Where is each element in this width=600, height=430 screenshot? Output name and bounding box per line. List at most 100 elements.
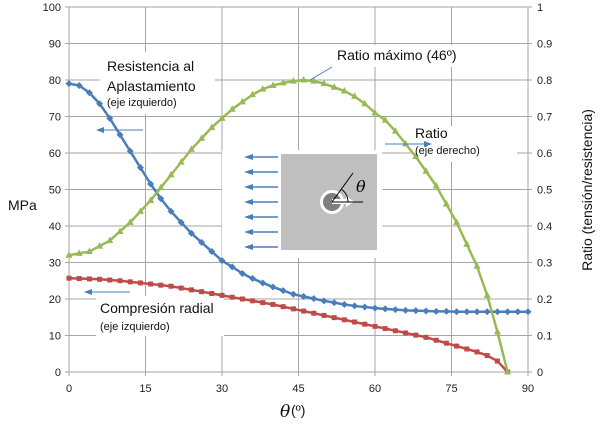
data-point xyxy=(136,207,144,214)
data-point xyxy=(209,291,215,297)
data-point xyxy=(280,304,286,310)
data-point xyxy=(381,116,389,123)
data-point xyxy=(290,306,296,312)
data-point xyxy=(66,275,72,281)
data-point xyxy=(106,236,114,244)
data-point xyxy=(372,323,378,329)
data-point xyxy=(65,80,73,88)
data-point xyxy=(218,114,226,121)
data-point xyxy=(442,200,450,207)
data-point xyxy=(413,332,419,338)
x-tick-label: 75 xyxy=(445,383,457,395)
data-point xyxy=(289,290,297,298)
data-point xyxy=(311,310,317,316)
data-point xyxy=(402,139,410,147)
data-point xyxy=(422,307,430,315)
label-resistencia-sub: (eje izquierdo) xyxy=(107,97,177,109)
y-axis-left-title: MPa xyxy=(8,197,37,213)
y-left-tick-label: 40 xyxy=(49,221,61,233)
data-point xyxy=(279,78,287,86)
data-point xyxy=(107,277,113,283)
annotation-arrows xyxy=(84,66,432,295)
data-point xyxy=(391,306,399,314)
data-point xyxy=(352,319,358,325)
data-point xyxy=(453,218,461,225)
data-point xyxy=(391,127,399,134)
data-point xyxy=(259,85,267,92)
y-right-tick-label: 0.8 xyxy=(537,75,552,87)
data-point xyxy=(289,77,297,84)
data-point xyxy=(463,308,471,316)
data-point xyxy=(86,276,92,282)
data-point xyxy=(504,368,512,375)
data-point xyxy=(117,278,123,284)
data-point xyxy=(157,195,165,203)
data-point xyxy=(126,218,134,225)
data-point xyxy=(330,299,338,307)
data-point xyxy=(330,83,338,90)
data-point xyxy=(199,289,205,295)
data-point xyxy=(167,170,175,178)
data-point xyxy=(177,158,185,165)
data-point xyxy=(157,183,165,191)
data-point xyxy=(147,180,155,188)
data-point xyxy=(85,89,93,97)
data-point xyxy=(168,283,174,289)
data-point xyxy=(96,242,104,249)
data-point xyxy=(432,181,440,189)
data-point xyxy=(443,340,449,346)
series-compresión-radial xyxy=(66,275,511,375)
y-right-tick-label: 1 xyxy=(537,2,543,14)
data-point xyxy=(494,358,500,364)
x-tick-label: 15 xyxy=(139,383,151,395)
label-ratio-sub: (eje derecho) xyxy=(415,145,480,157)
x-tick-label: 45 xyxy=(292,383,304,395)
data-point xyxy=(249,90,257,98)
data-point xyxy=(65,251,73,258)
data-point xyxy=(321,312,327,318)
data-point xyxy=(382,326,388,332)
data-point xyxy=(238,97,246,105)
data-point xyxy=(362,321,368,327)
data-point xyxy=(473,262,481,269)
data-point xyxy=(229,294,235,300)
data-point xyxy=(361,303,369,311)
data-point xyxy=(76,276,82,282)
data-point xyxy=(402,306,410,314)
data-point xyxy=(177,218,185,226)
data-point xyxy=(178,285,184,291)
data-point xyxy=(484,353,490,359)
data-point xyxy=(433,337,439,343)
data-point xyxy=(474,349,480,355)
data-point xyxy=(238,269,246,277)
y-left-tick-label: 100 xyxy=(43,2,61,14)
y-right-tick-label: 0.9 xyxy=(537,39,552,51)
data-point xyxy=(97,276,103,282)
data-point xyxy=(371,108,379,116)
series-resistencia-al-aplastamiento xyxy=(65,80,532,316)
data-point xyxy=(279,287,287,295)
data-point xyxy=(75,249,83,256)
annotations: Resistencia al Aplastamiento (eje izquie… xyxy=(100,47,480,333)
data-point xyxy=(187,145,195,152)
x-tick-label: 90 xyxy=(522,383,534,395)
label-resistencia-line2: Aplastamiento xyxy=(107,78,196,94)
data-point xyxy=(198,134,206,141)
data-point xyxy=(412,307,420,315)
x-axis-title-unit: (º) xyxy=(291,402,305,418)
y-left-tick-label: 30 xyxy=(49,258,61,270)
data-point xyxy=(432,307,440,315)
data-point xyxy=(403,330,409,336)
data-point xyxy=(116,227,124,234)
y-left-tick-label: 80 xyxy=(49,75,61,87)
data-point xyxy=(422,167,430,174)
data-point xyxy=(320,79,328,87)
y-right-tick-label: 0.3 xyxy=(537,258,552,270)
data-point xyxy=(259,279,267,287)
data-point xyxy=(464,346,470,352)
data-point xyxy=(228,263,236,271)
y-left-tick-label: 0 xyxy=(55,367,61,379)
data-point xyxy=(158,282,164,288)
data-point xyxy=(310,77,318,84)
arrow-right-icon xyxy=(424,141,432,147)
